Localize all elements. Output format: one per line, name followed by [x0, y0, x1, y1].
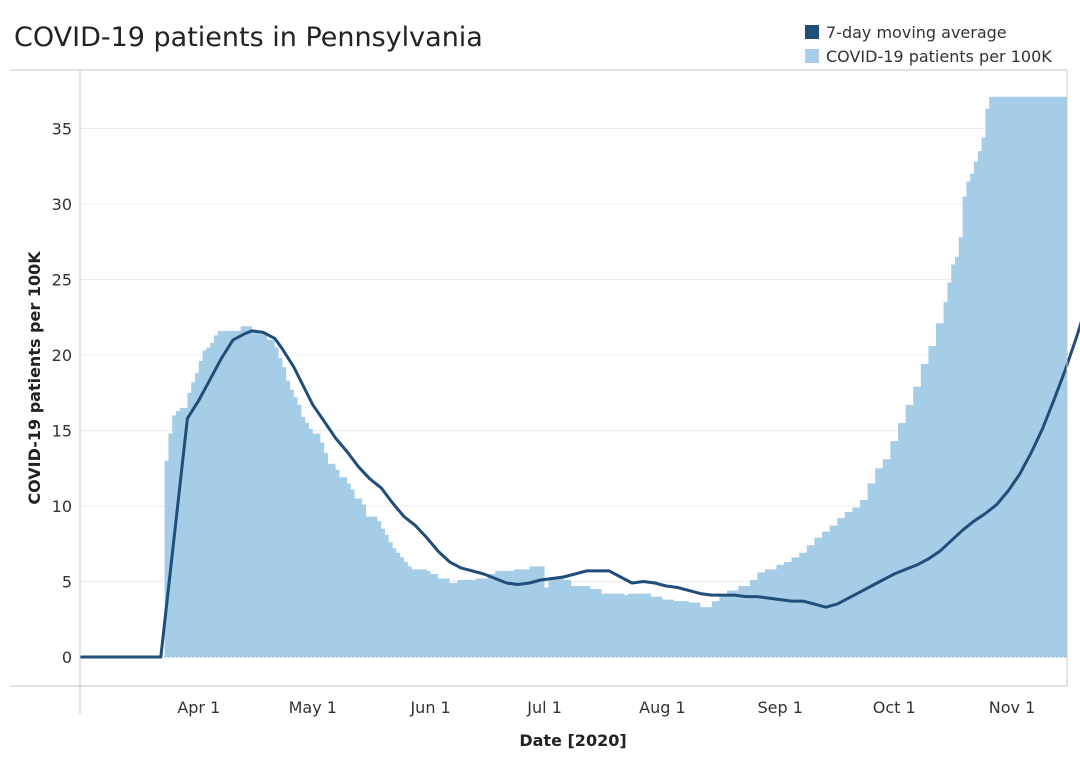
- x-tick-label: Oct 1: [873, 698, 916, 717]
- y-tick-label: 30: [52, 195, 72, 214]
- y-tick-label: 10: [52, 497, 72, 516]
- legend: 7-day moving average COVID-19 patients p…: [805, 20, 1052, 68]
- x-tick-label: Aug 1: [639, 698, 686, 717]
- y-axis-title: COVID-19 patients per 100K: [25, 251, 44, 505]
- y-tick-label: 35: [52, 120, 72, 139]
- x-tick-label: May 1: [289, 698, 337, 717]
- y-tick-label: 20: [52, 346, 72, 365]
- legend-swatch-moving-average: [805, 25, 819, 39]
- legend-label-patients: COVID-19 patients per 100K: [826, 46, 1052, 66]
- x-tick-label: Sep 1: [757, 698, 802, 717]
- patients-area: [81, 96, 1067, 658]
- x-tick-label: Jun 1: [409, 698, 450, 717]
- y-tick-label: 5: [62, 573, 72, 592]
- y-tick-label: 15: [52, 422, 72, 441]
- y-tick-label: 0: [62, 648, 72, 667]
- legend-label-moving-average: 7-day moving average: [826, 22, 1007, 42]
- x-axis-title: Date [2020]: [519, 731, 626, 750]
- x-tick-label: Apr 1: [177, 698, 220, 717]
- x-tick-label: Jul 1: [526, 698, 562, 717]
- legend-swatch-patients: [805, 49, 819, 63]
- x-tick-label: Nov 1: [989, 698, 1036, 717]
- legend-item-moving-average[interactable]: 7-day moving average: [805, 20, 1052, 44]
- y-tick-label: 25: [52, 271, 72, 290]
- chart-title: COVID-19 patients in Pennsylvania: [14, 22, 483, 53]
- legend-item-patients[interactable]: COVID-19 patients per 100K: [805, 44, 1052, 68]
- moving-average-line: [79, 321, 1080, 659]
